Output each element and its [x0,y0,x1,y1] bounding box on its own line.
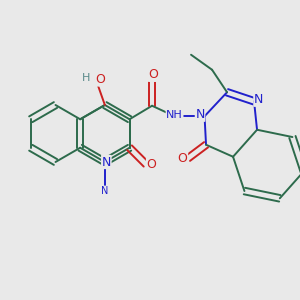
Text: H: H [82,73,91,83]
Text: N: N [101,186,109,196]
Text: N: N [254,93,263,106]
Text: N: N [102,155,111,169]
Text: O: O [178,152,188,165]
Text: O: O [146,158,156,171]
Text: O: O [148,68,158,81]
Text: NH: NH [166,110,183,120]
Text: O: O [95,73,105,86]
Text: N: N [195,108,205,121]
